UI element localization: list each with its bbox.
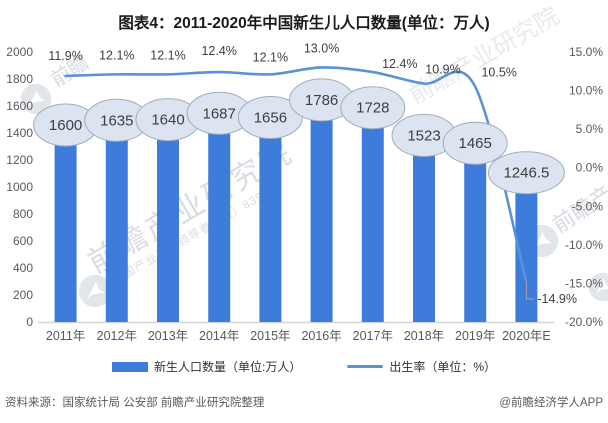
source-text: 资料来源：国家统计局 公安部 前瞻产业研究院整理 <box>5 397 265 409</box>
birthrate-line <box>64 66 528 284</box>
bar-2015年 <box>259 98 282 322</box>
legend-birthrate-label: 出生率（单位：%） <box>389 360 496 374</box>
bar-value-label: 1465 <box>459 135 492 152</box>
x-axis-label: 2013年 <box>148 329 188 343</box>
legend-line-swatch-icon <box>347 365 384 368</box>
right-axis-tick: 15.0% <box>569 45 603 59</box>
value-bubble <box>237 95 303 139</box>
right-axis-tick: 5.0% <box>576 122 604 136</box>
right-axis-tick: 10.0% <box>569 84 603 98</box>
bar-value-label: 1687 <box>203 105 236 122</box>
bar-2011年 <box>54 106 77 322</box>
rate-label: 12.1% <box>150 48 185 62</box>
x-axis-label: 2011年 <box>46 329 85 343</box>
left-axis-tick: 1200 <box>6 153 33 167</box>
callout-leader-line <box>525 283 535 300</box>
right-axis-tick: 0.0% <box>576 161 604 175</box>
value-bubble <box>442 121 508 165</box>
x-axis-label: 2020年E <box>502 329 551 343</box>
rate-label: 10.9% <box>425 63 460 77</box>
left-axis-tick: 200 <box>13 288 33 302</box>
bar-value-label: 1786 <box>305 92 338 109</box>
rate-label: 11.9% <box>48 49 83 63</box>
left-axis-tick: 2000 <box>6 45 33 59</box>
left-axis-tick: 600 <box>13 234 33 248</box>
x-axis-label: 2012年 <box>97 329 137 343</box>
rate-label: 12.1% <box>253 50 288 64</box>
left-axis-tick: 400 <box>13 261 33 275</box>
bar-2014年 <box>208 94 231 322</box>
legend-item-population: 新生人口数量（单位:万人） <box>111 358 302 375</box>
legend-population-label: 新生人口数量（单位:万人） <box>153 360 302 374</box>
x-axis-label: 2018年 <box>404 329 444 343</box>
bar-2019年 <box>464 124 487 322</box>
right-axis-tick: -5.0% <box>572 199 604 213</box>
x-axis-label: 2014年 <box>199 329 239 343</box>
chart-canvas: 1600 1635 1640 1687 1656 1786 1728 1523 1465 1246… <box>6 41 604 343</box>
bar-2017年 <box>361 88 384 322</box>
bar-value-label: 1656 <box>254 109 287 126</box>
value-bubble <box>487 151 565 195</box>
left-axis-tick: 1400 <box>6 126 33 140</box>
left-axis-tick: 0 <box>26 315 33 329</box>
rate-label: 13.0% <box>304 41 339 55</box>
x-axis-label: 2016年 <box>301 329 341 343</box>
left-axis-tick: 1600 <box>6 99 33 113</box>
bar-value-label: 1640 <box>151 112 184 129</box>
legend-item-birthrate: 出生率（单位：%） <box>347 358 496 375</box>
right-axis-tick: -20.0% <box>565 315 603 329</box>
rate-label-callout: -14.9% <box>537 292 577 306</box>
credit-text: @前瞻经济学人APP <box>499 397 603 409</box>
left-axis-tick: 1800 <box>6 72 33 86</box>
bar-value-label: 1635 <box>100 112 133 129</box>
left-axis-tick: 1000 <box>6 180 33 194</box>
x-axis-label: 2019年 <box>455 329 495 343</box>
left-axis-tick: 800 <box>13 207 33 221</box>
bar-2018年 <box>413 116 435 323</box>
bar-2013年 <box>157 100 179 322</box>
bar-value-label: 1600 <box>49 117 82 134</box>
bar-value-label: 1728 <box>356 100 389 117</box>
x-axis-label: 2015年 <box>250 329 290 343</box>
legend-bar-swatch-icon <box>111 361 148 372</box>
rate-label: 10.5% <box>481 66 516 80</box>
footer: 资料来源：国家统计局 公安部 前瞻产业研究院整理 @前瞻经济学人APP <box>0 394 608 410</box>
bar-value-label: 1246.5 <box>503 165 549 182</box>
bar-2012年 <box>105 101 128 323</box>
rate-label: 12.1% <box>99 48 134 62</box>
bar-2016年 <box>310 80 333 322</box>
legend: 新生人口数量（单位:万人） 出生率（单位：%） <box>0 358 608 375</box>
chart-title: 图表4：2011-2020年中国新生儿人口数量(单位：万人) <box>118 15 490 32</box>
rate-label: 12.4% <box>201 44 236 58</box>
value-bubble <box>340 86 406 130</box>
right-axis-tick: -15.0% <box>565 276 603 290</box>
x-axis-label: 2017年 <box>353 329 393 343</box>
rate-label: 12.4% <box>382 57 417 71</box>
bar-value-label: 1523 <box>407 127 440 144</box>
right-axis-tick: -10.0% <box>565 238 603 252</box>
